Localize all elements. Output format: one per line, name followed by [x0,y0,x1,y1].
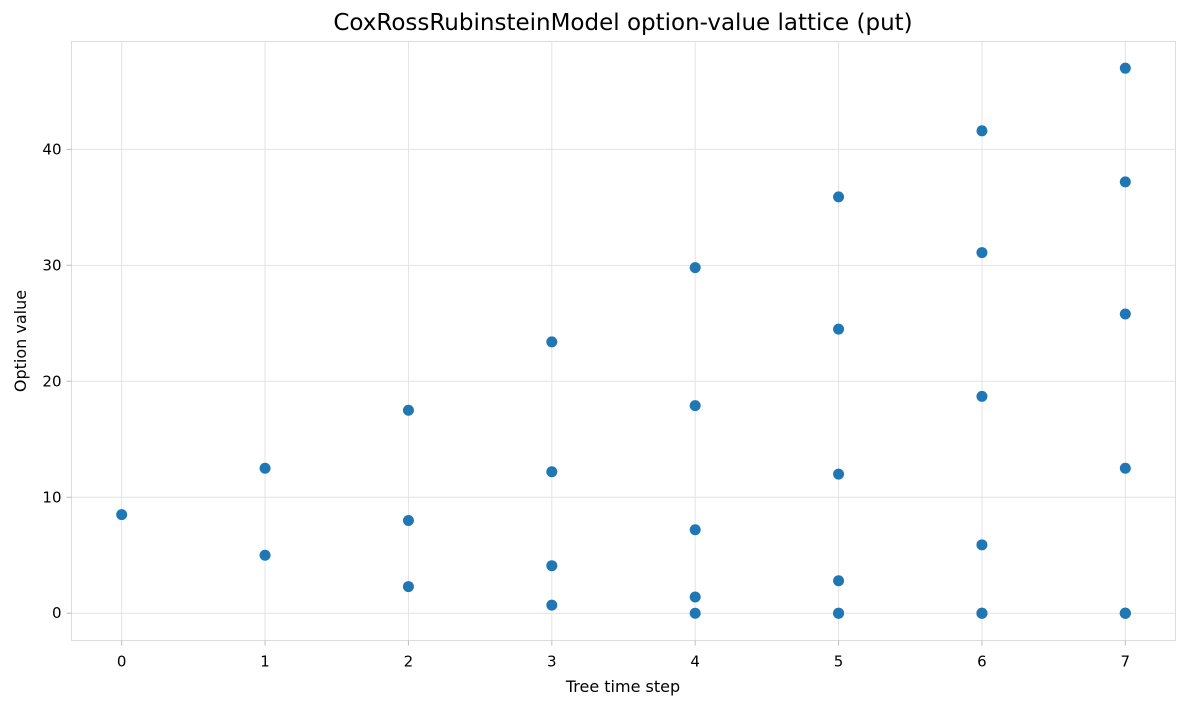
grid [71,41,1176,641]
y-tick-label: 20 [42,372,61,390]
data-point [976,607,988,619]
data-point [116,509,128,521]
x-tick-label: 3 [547,653,557,671]
data-point [833,323,845,335]
data-point [689,262,701,274]
data-point [689,524,701,536]
data-point [689,400,701,412]
data-point [546,466,558,478]
chart-title: CoxRossRubinsteinModel option-value latt… [333,10,912,36]
y-axis-label: Option value [11,290,30,392]
x-axis-label: Tree time step [565,677,680,696]
data-points [116,62,1131,619]
data-point [1119,62,1131,74]
data-point [546,599,558,611]
data-point [976,247,988,259]
x-tick-label: 0 [117,653,127,671]
data-point [546,560,558,572]
data-point [1119,308,1131,320]
data-point [402,404,414,416]
data-point [833,607,845,619]
x-tick-label: 4 [690,653,700,671]
x-tick-label: 1 [260,653,270,671]
data-point [833,191,845,203]
x-tick-label: 5 [834,653,844,671]
y-tick-label: 0 [52,604,62,622]
data-point [1119,176,1131,188]
data-point [689,607,701,619]
y-tick-label: 40 [42,140,61,158]
data-point [833,575,845,587]
data-point [976,390,988,402]
plot-frame [71,41,1176,641]
axis-ticks: 0 1 2 3 4 5 6 7 0 10 20 30 40 [42,140,1130,670]
data-point [1119,607,1131,619]
x-tick-label: 6 [977,653,987,671]
x-tick-label: 2 [404,653,414,671]
data-point [402,514,414,526]
y-tick-label: 10 [42,488,61,506]
data-point [402,581,414,593]
data-point [1119,462,1131,474]
data-point [976,125,988,137]
data-point [689,591,701,603]
data-point [259,462,271,474]
data-point [976,539,988,551]
data-point [546,336,558,348]
y-tick-label: 30 [42,256,61,274]
data-point [833,468,845,480]
data-point [259,549,271,561]
x-tick-label: 7 [1121,653,1131,671]
